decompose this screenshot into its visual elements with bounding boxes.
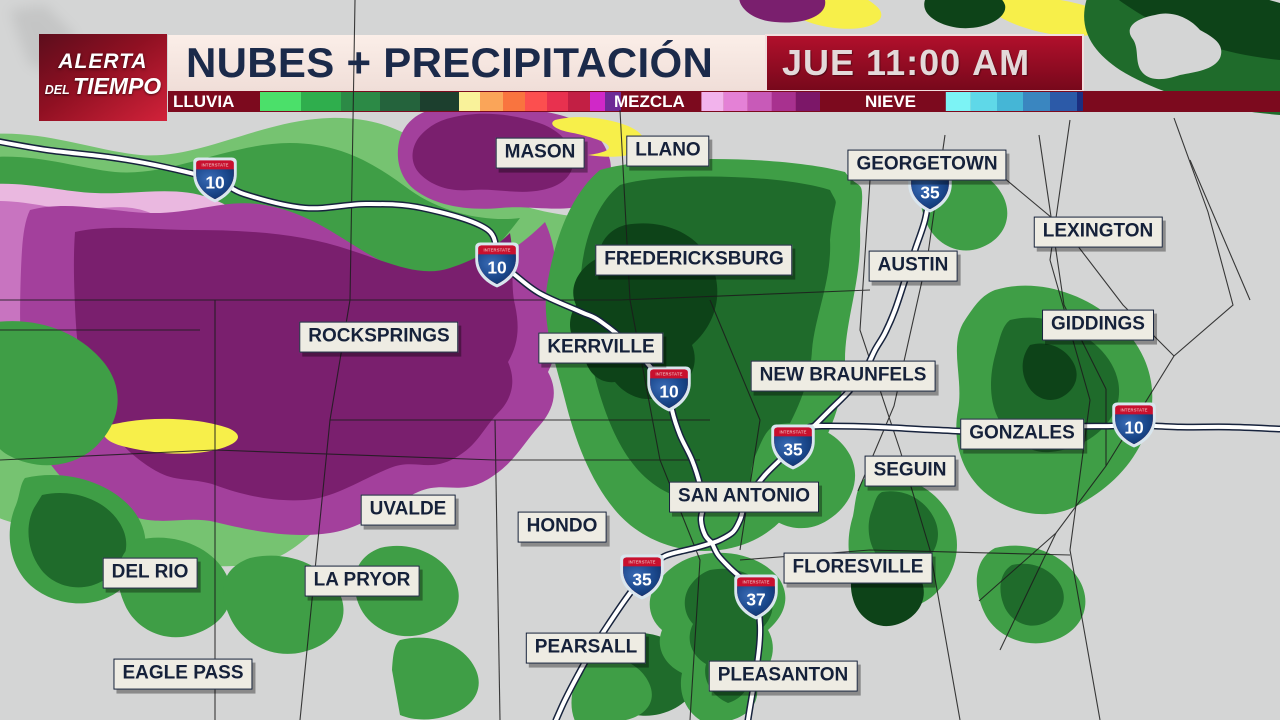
svg-text:35: 35 xyxy=(783,439,803,459)
svg-text:35: 35 xyxy=(920,182,940,202)
svg-text:10: 10 xyxy=(659,381,678,401)
svg-text:10: 10 xyxy=(205,172,224,192)
svg-text:10: 10 xyxy=(1124,417,1143,437)
svg-text:35: 35 xyxy=(632,569,652,589)
svg-text:37: 37 xyxy=(746,589,765,609)
svg-text:10: 10 xyxy=(487,257,506,277)
